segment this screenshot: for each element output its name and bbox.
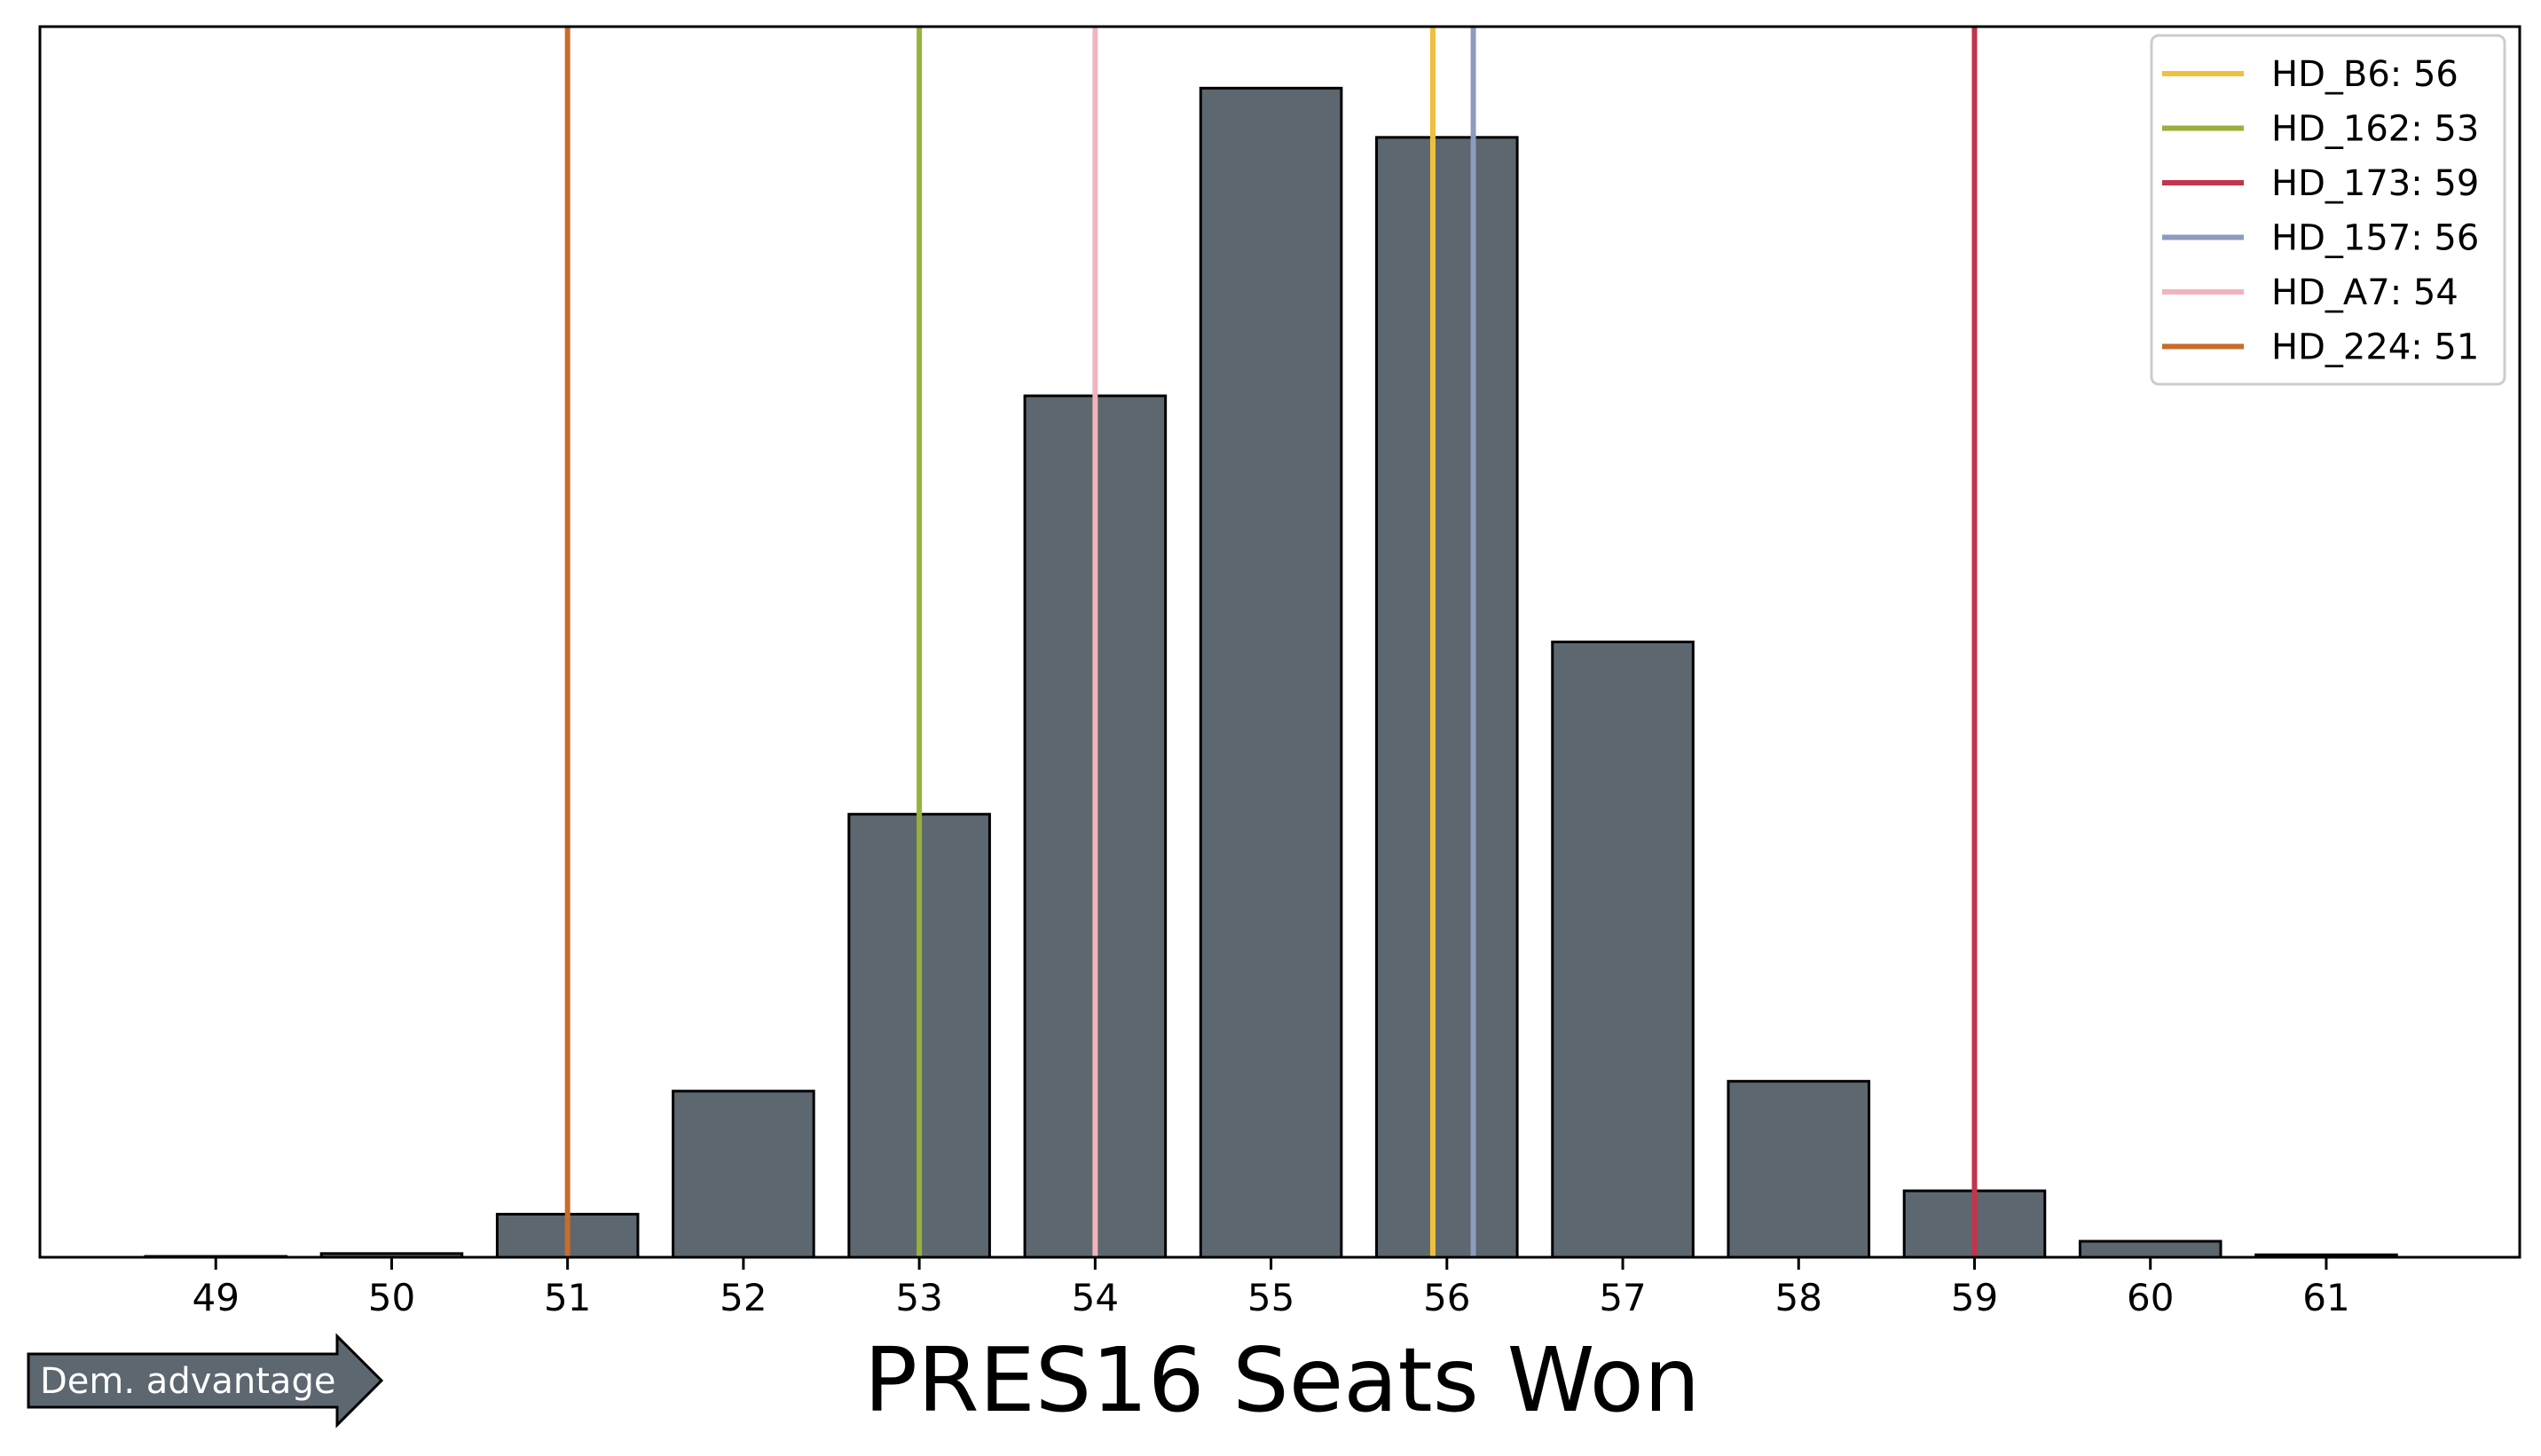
x-tick-label-58: 58 (1775, 1276, 1822, 1319)
x-tick-label-52: 52 (720, 1276, 767, 1319)
dem-advantage-arrow: Dem. advantage (27, 1333, 384, 1428)
x-ticks-group: 49 50 51 52 53 54 55 56 57 58 59 60 61 (193, 1257, 2350, 1319)
x-tick-label-57: 57 (1599, 1276, 1646, 1319)
bar-52 (672, 1090, 815, 1259)
legend-entry-0: HD_B6: 56 (2271, 54, 2458, 95)
x-tick-label-59: 59 (1951, 1276, 1998, 1319)
x-tick-label-53: 53 (895, 1276, 942, 1319)
arrow-label: Dem. advantage (40, 1361, 335, 1402)
bar-55 (1199, 86, 1343, 1259)
x-tick-label-55: 55 (1247, 1276, 1294, 1319)
x-tick-label-61: 61 (2302, 1276, 2349, 1319)
x-tick-label-50: 50 (368, 1276, 415, 1319)
legend-entry-2: HD_173: 59 (2271, 163, 2479, 204)
x-tick-label-49: 49 (193, 1276, 240, 1319)
bar-60 (2078, 1240, 2222, 1259)
bar-56 (1375, 136, 1519, 1259)
legend-box (2150, 34, 2506, 386)
bar-58 (1727, 1080, 1871, 1259)
legend: HD_B6: 56 HD_162: 53 HD_173: 59 HD_157: 56 H… (2150, 34, 2506, 386)
x-tick-label-51: 51 (544, 1276, 591, 1319)
x-tick-label-56: 56 (1423, 1276, 1470, 1319)
bar-57 (1551, 641, 1695, 1259)
arrow-shape (27, 1333, 384, 1428)
legend-entry-5: HD_224: 51 (2271, 327, 2479, 368)
x-tick-label-54: 54 (1072, 1276, 1119, 1319)
x-axis-label: PRES16 Seats Won (864, 1328, 1700, 1432)
reference-lines-group (564, 27, 1978, 1257)
x-tick-label-60: 60 (2127, 1276, 2174, 1319)
bars-group (144, 86, 2398, 1259)
legend-entry-3: HD_157: 56 (2271, 218, 2479, 259)
legend-entry-4: HD_A7: 54 (2271, 272, 2458, 313)
legend-entry-1: HD_162: 53 (2271, 109, 2479, 150)
plot-frame (38, 25, 2521, 1259)
